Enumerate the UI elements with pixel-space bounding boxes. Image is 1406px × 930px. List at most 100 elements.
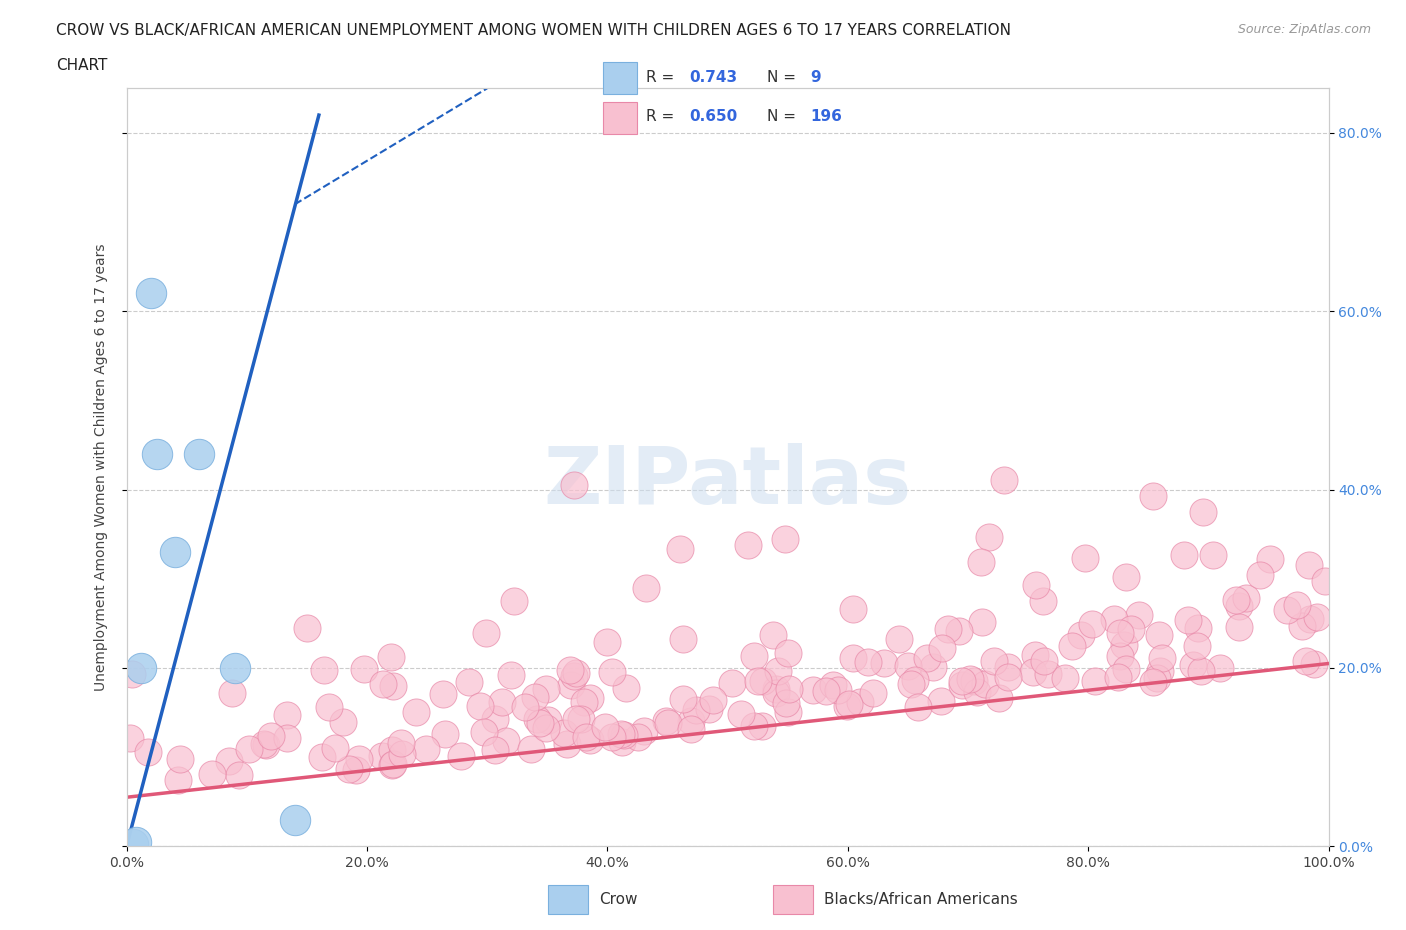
Point [491, 695, 513, 710]
Point [1115, 569, 1137, 584]
Point [520, 741, 543, 756]
Point [121, 667, 143, 682]
Point [381, 743, 404, 758]
Point [1187, 621, 1209, 636]
Point [776, 704, 799, 719]
Point [1313, 574, 1336, 589]
Point [915, 651, 938, 666]
Point [762, 628, 785, 643]
Point [537, 712, 560, 727]
Point [600, 730, 623, 745]
Point [848, 695, 870, 710]
Point [1275, 603, 1298, 618]
Point [773, 532, 796, 547]
Point [627, 730, 650, 745]
Point [1234, 591, 1257, 605]
Point [260, 729, 283, 744]
Text: Crow: Crow [599, 892, 637, 908]
Point [1102, 612, 1125, 627]
Point [1225, 592, 1247, 607]
Point [553, 725, 575, 740]
Point [1038, 666, 1060, 681]
Point [1299, 611, 1322, 626]
Point [730, 707, 752, 722]
Point [169, 751, 191, 766]
Point [993, 472, 1015, 487]
Point [201, 766, 224, 781]
Point [904, 672, 927, 687]
Point [523, 690, 546, 705]
Point [1080, 617, 1102, 631]
Point [610, 735, 633, 750]
Point [536, 681, 558, 696]
Point [1054, 671, 1077, 685]
Point [1146, 671, 1168, 685]
Point [284, 812, 307, 827]
Point [529, 715, 551, 730]
Point [389, 736, 412, 751]
Point [337, 762, 360, 777]
Point [536, 721, 558, 736]
Point [988, 691, 1011, 706]
Point [347, 751, 370, 766]
Point [381, 756, 404, 771]
Point [484, 711, 506, 726]
Point [311, 750, 333, 764]
Point [858, 655, 880, 670]
Point [1115, 661, 1137, 676]
Point [887, 631, 910, 646]
Point [959, 671, 981, 686]
Text: CHART: CHART [56, 58, 108, 73]
Point [572, 694, 595, 709]
Point [221, 685, 243, 700]
Point [672, 692, 695, 707]
Point [163, 545, 186, 560]
Point [475, 626, 498, 641]
Point [125, 834, 148, 849]
Point [702, 692, 724, 707]
Point [569, 711, 592, 726]
Point [679, 713, 702, 728]
Point [1024, 647, 1046, 662]
Point [1209, 660, 1232, 675]
Point [558, 662, 581, 677]
Point [276, 731, 298, 746]
Point [983, 654, 1005, 669]
Point [1227, 599, 1250, 614]
Point [970, 554, 993, 569]
Point [963, 673, 986, 688]
Point [835, 698, 858, 713]
Point [129, 660, 152, 675]
Point [405, 704, 427, 719]
Point [862, 685, 884, 700]
Point [742, 719, 765, 734]
Point [931, 641, 953, 656]
Point [578, 733, 600, 748]
Point [997, 659, 1019, 674]
Point [381, 757, 404, 772]
Point [499, 668, 522, 683]
Point [1177, 613, 1199, 628]
Point [254, 737, 277, 752]
Text: Blacks/African Americans: Blacks/African Americans [824, 892, 1018, 908]
Text: R =: R = [647, 70, 679, 85]
Point [318, 699, 340, 714]
Point [841, 651, 863, 666]
Point [966, 684, 988, 699]
Point [484, 743, 506, 758]
Point [120, 731, 142, 746]
Point [145, 446, 167, 461]
Point [747, 673, 769, 688]
Point [472, 725, 495, 740]
Point [970, 615, 993, 630]
Point [276, 708, 298, 723]
Point [977, 530, 1000, 545]
Point [1108, 648, 1130, 663]
Text: Source: ZipAtlas.com: Source: ZipAtlas.com [1237, 23, 1371, 36]
Text: 9: 9 [810, 70, 821, 85]
Point [228, 767, 250, 782]
Text: 196: 196 [810, 109, 842, 125]
Point [1107, 670, 1129, 684]
Point [1070, 628, 1092, 643]
Point [382, 679, 405, 694]
